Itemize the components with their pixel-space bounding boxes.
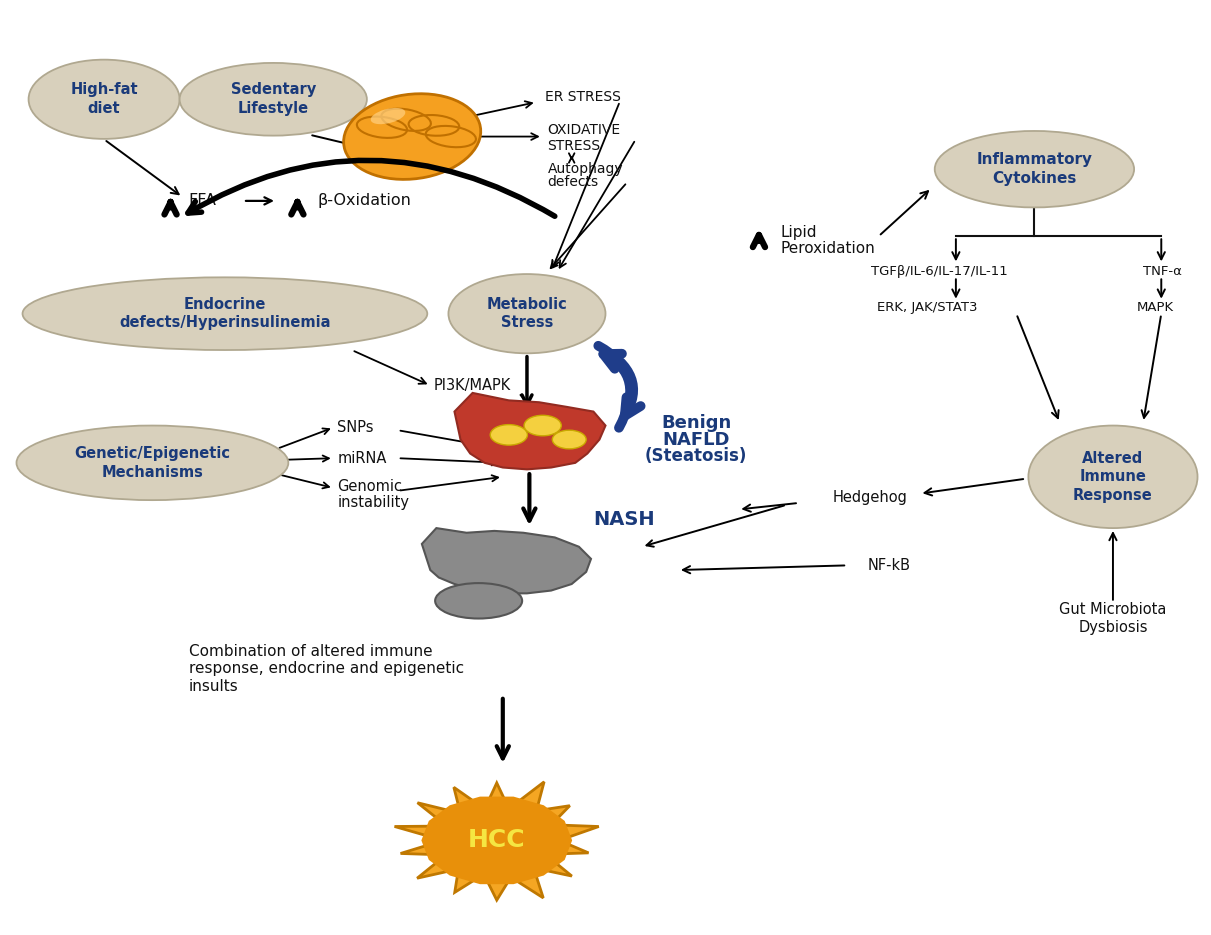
Text: Autophagy: Autophagy xyxy=(547,162,624,176)
Text: OXIDATIVE: OXIDATIVE xyxy=(547,123,620,137)
Text: NF-kB: NF-kB xyxy=(868,558,911,573)
FancyArrowPatch shape xyxy=(603,353,630,428)
Ellipse shape xyxy=(179,63,367,136)
Text: NAFLD: NAFLD xyxy=(662,430,730,449)
Text: MAPK: MAPK xyxy=(1137,301,1175,313)
Text: Peroxidation: Peroxidation xyxy=(781,241,876,256)
Text: Inflammatory
Cytokines: Inflammatory Cytokines xyxy=(976,152,1092,186)
Ellipse shape xyxy=(17,425,288,500)
Text: Benign: Benign xyxy=(661,414,731,432)
Ellipse shape xyxy=(371,108,406,124)
Text: Hedgehog: Hedgehog xyxy=(833,490,907,505)
Text: response, endocrine and epigenetic: response, endocrine and epigenetic xyxy=(189,661,464,676)
Text: HCC: HCC xyxy=(467,828,526,853)
Text: (Steatosis): (Steatosis) xyxy=(645,447,747,466)
Text: PI3K/MAPK: PI3K/MAPK xyxy=(434,378,511,393)
Text: Lipid: Lipid xyxy=(781,225,817,240)
Ellipse shape xyxy=(448,274,606,353)
Text: ERK, JAK/STAT3: ERK, JAK/STAT3 xyxy=(877,301,977,313)
Text: Genomic: Genomic xyxy=(338,479,402,494)
Text: TNF-α: TNF-α xyxy=(1143,266,1182,279)
Text: β-Oxidation: β-Oxidation xyxy=(318,194,412,209)
Text: ER STRESS: ER STRESS xyxy=(545,91,621,105)
Text: Metabolic
Stress: Metabolic Stress xyxy=(487,297,567,330)
Text: TGFβ/IL-6/IL-17/IL-11: TGFβ/IL-6/IL-17/IL-11 xyxy=(871,266,1008,279)
Polygon shape xyxy=(421,797,572,885)
FancyArrowPatch shape xyxy=(188,160,555,216)
Ellipse shape xyxy=(435,583,522,619)
FancyArrowPatch shape xyxy=(598,346,641,416)
Text: FFA: FFA xyxy=(189,194,217,209)
Polygon shape xyxy=(454,393,606,469)
Text: NASH: NASH xyxy=(593,511,655,529)
Polygon shape xyxy=(421,528,591,594)
Text: insults: insults xyxy=(189,679,239,694)
Polygon shape xyxy=(395,782,598,900)
Text: Combination of altered immune: Combination of altered immune xyxy=(189,643,432,658)
Text: High-fat
diet: High-fat diet xyxy=(70,82,138,116)
Text: Endocrine
defects/Hyperinsulinemia: Endocrine defects/Hyperinsulinemia xyxy=(119,297,331,330)
Ellipse shape xyxy=(524,415,561,436)
Text: Altered
Immune
Response: Altered Immune Response xyxy=(1073,451,1153,503)
Ellipse shape xyxy=(344,94,481,180)
Text: Genetic/Epigenetic
Mechanisms: Genetic/Epigenetic Mechanisms xyxy=(74,446,230,480)
Text: miRNA: miRNA xyxy=(338,451,386,466)
Ellipse shape xyxy=(23,278,427,350)
Ellipse shape xyxy=(1028,425,1198,528)
Text: instability: instability xyxy=(338,496,409,511)
Text: Dysbiosis: Dysbiosis xyxy=(1078,620,1148,636)
Text: STRESS: STRESS xyxy=(547,139,601,153)
Text: Gut Microbiota: Gut Microbiota xyxy=(1060,602,1166,617)
Text: defects: defects xyxy=(547,175,598,189)
Ellipse shape xyxy=(29,60,179,139)
Text: SNPs: SNPs xyxy=(338,420,374,435)
Ellipse shape xyxy=(935,131,1133,208)
Text: Sedentary
Lifestyle: Sedentary Lifestyle xyxy=(230,82,316,116)
Ellipse shape xyxy=(552,430,586,449)
Ellipse shape xyxy=(490,424,528,445)
